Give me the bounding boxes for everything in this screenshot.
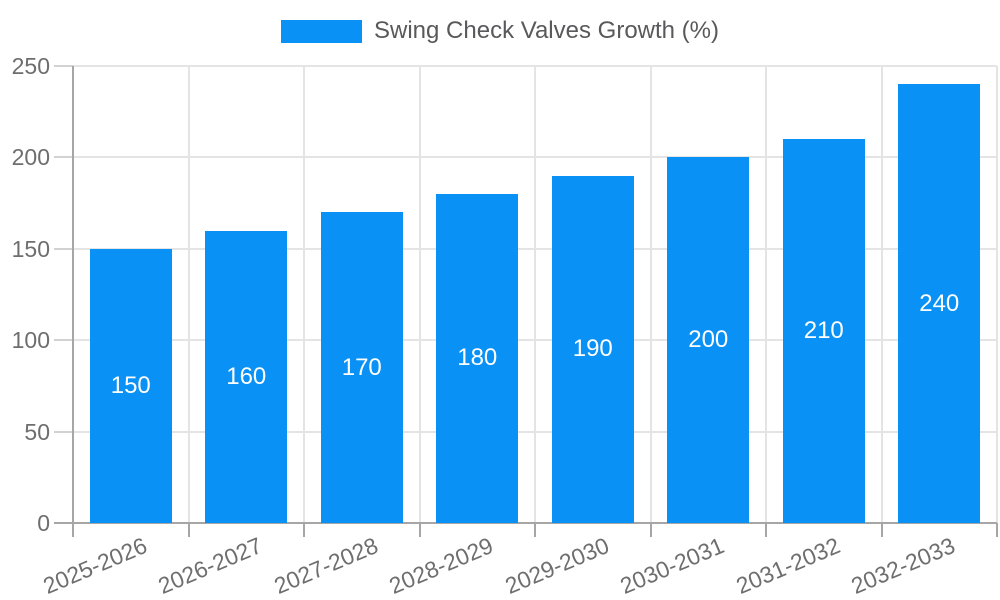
y-tick-label: 200 [11,144,50,171]
x-tick-mark [303,523,305,537]
bar[interactable]: 150 [89,248,172,523]
bar[interactable]: 210 [782,139,865,523]
x-axis-line [54,522,997,524]
bar-value-label: 190 [572,335,613,363]
y-tick-mark [54,247,73,250]
bar[interactable]: 190 [551,175,634,523]
bar-value-label: 180 [457,344,498,372]
y-tick-label: 50 [24,418,50,445]
bar-value-label: 240 [919,289,960,317]
bar-value-label: 200 [688,326,729,354]
v-gridline [996,66,998,523]
v-gridline [418,66,421,523]
x-tick-mark [765,523,767,537]
v-gridline [765,66,767,523]
bar-value-label: 210 [803,317,844,345]
bar[interactable]: 170 [320,212,403,523]
bar[interactable]: 200 [667,157,750,523]
x-tick-mark [187,523,190,537]
legend-swatch-icon [281,19,362,43]
y-tick-label: 100 [11,327,50,354]
bar-value-label: 150 [110,371,151,399]
legend-item[interactable]: Swing Check Valves Growth (%) [0,17,1000,45]
y-tick-mark [54,156,73,159]
y-axis-line [72,66,74,537]
y-tick-label: 150 [11,235,50,262]
x-tick-mark [534,523,536,537]
x-tick-mark [880,523,883,537]
v-gridline [187,66,190,523]
y-tick-label: 0 [37,510,50,536]
y-tick-mark [54,65,73,67]
y-tick-mark [54,430,73,433]
bar-value-label: 160 [226,362,267,390]
v-gridline [649,66,652,523]
v-gridline [303,66,305,523]
v-gridline [534,66,536,523]
bar-value-label: 170 [341,353,382,381]
x-tick-mark [418,523,421,537]
legend-label: Swing Check Valves Growth (%) [374,17,719,44]
x-tick-mark [649,523,652,537]
bar[interactable]: 240 [898,84,981,523]
bar[interactable]: 180 [436,193,519,523]
y-tick-label: 250 [11,53,50,79]
x-tick-mark [996,523,998,537]
v-gridline [880,66,883,523]
y-tick-mark [54,339,73,342]
bar[interactable]: 160 [205,230,288,523]
